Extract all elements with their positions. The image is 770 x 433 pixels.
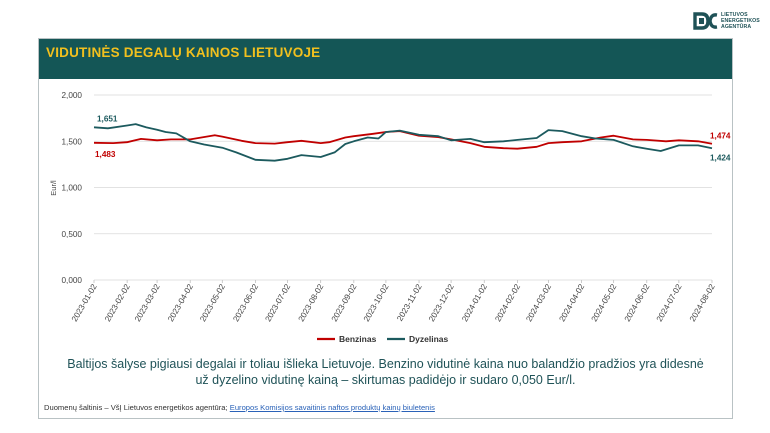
legend-label: Dyzelinas [409, 334, 448, 344]
y-tick-label: 0,000 [62, 276, 83, 285]
y-tick-label: 1,000 [62, 184, 83, 193]
data-label-dyzelinas-start: 1,651 [97, 114, 118, 123]
source-link[interactable]: Europos Komisijos savaitinis naftos prod… [229, 403, 435, 412]
x-tick-label: 2023-02-02 [103, 282, 132, 323]
caption-line-1: Baltijos šalyse pigiausi degalai ir toli… [67, 357, 704, 371]
agency-logo: LIETUVOS ENERGETIKOS AGENTŪRA [692, 10, 764, 32]
source-note: Duomenų šaltinis – VšĮ Lietuvos energeti… [44, 403, 435, 412]
caption-line-2: už dyzelino vidutinę kainą – skirtumas p… [195, 373, 576, 387]
chart-frame: VIDUTINĖS DEGALŲ KAINOS LIETUVOJE 0,000 0… [38, 38, 733, 419]
title-banner: VIDUTINĖS DEGALŲ KAINOS LIETUVOJE [39, 39, 732, 79]
data-label-benzinas-end: 1,474 [710, 132, 731, 141]
data-label-benzinas-start: 1,483 [95, 150, 116, 159]
y-tick-label: 1,500 [62, 137, 83, 146]
x-tick-label: 2023-04-02 [166, 282, 195, 323]
source-text: Duomenų šaltinis – VšĮ Lietuvos energeti… [44, 403, 228, 412]
x-tick-label: 2023-08-02 [297, 282, 326, 323]
x-tick-label: 2024-01-02 [460, 282, 489, 323]
series-line-dyzelinas [93, 123, 713, 162]
caption: Baltijos šalyse pigiausi degalai ir toli… [39, 356, 732, 388]
y-tick-label: 0,500 [62, 230, 83, 239]
data-label-dyzelinas-end: 1,424 [710, 153, 731, 162]
x-tick-label: 2024-04-02 [558, 282, 587, 323]
x-tick-label: 2024-03-02 [524, 282, 553, 323]
price-chart: 0,000 0,500 1,000 1,500 2,000 Eur/l 2023-01-02… [49, 91, 731, 344]
x-tick-label: 2023-10-02 [362, 282, 391, 323]
x-tick-label: 2024-07-02 [655, 282, 684, 323]
y-axis-label: Eur/l [49, 180, 58, 196]
x-tick-label: 2023-05-02 [198, 282, 227, 323]
x-tick-label: 2023-07-02 [264, 282, 293, 323]
agency-logo-mark-icon [693, 12, 718, 30]
x-tick-label: 2023-11-02 [395, 282, 424, 323]
page-title: VIDUTINĖS DEGALŲ KAINOS LIETUVOJE [46, 45, 321, 60]
x-tick-label: 2024-02-02 [493, 282, 522, 323]
agency-logo-text: LIETUVOS ENERGETIKOS AGENTŪRA [721, 12, 760, 30]
y-tick-label: 2,000 [62, 91, 83, 100]
x-tick-label: 2024-06-02 [623, 282, 652, 323]
x-tick-label: 2023-01-02 [70, 282, 99, 323]
x-tick-label: 2024-08-02 [688, 282, 717, 323]
x-tick-label: 2023-12-02 [427, 282, 456, 323]
legend-label: Benzinas [339, 334, 377, 344]
x-tick-label: 2023-09-02 [330, 282, 359, 323]
x-tick-label: 2024-05-02 [590, 282, 619, 323]
x-tick-label: 2023-06-02 [231, 282, 260, 323]
x-tick-label: 2023-03-02 [133, 282, 162, 323]
